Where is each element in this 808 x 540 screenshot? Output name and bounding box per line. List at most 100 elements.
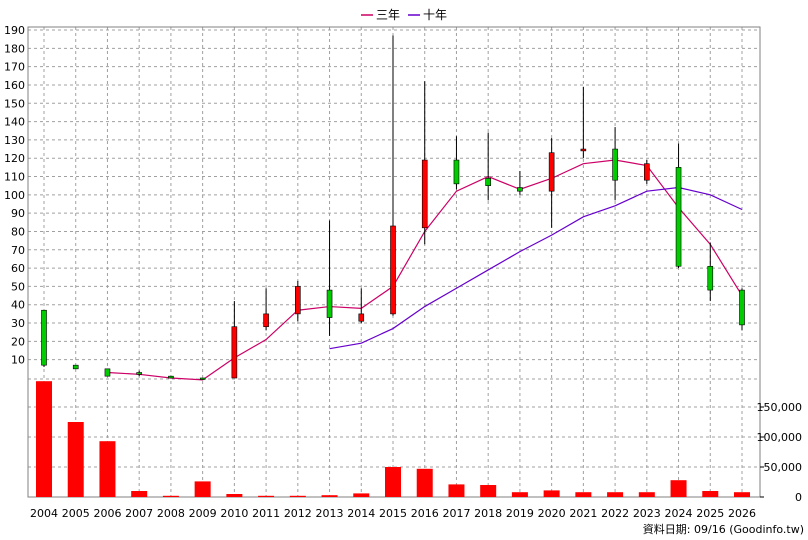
x-tick-label: 2012 (284, 507, 312, 520)
x-tick-label: 2021 (569, 507, 597, 520)
x-tick-label: 2010 (220, 507, 248, 520)
x-tick-label: 2004 (30, 507, 58, 520)
volume-bar (480, 485, 497, 497)
candle-body (612, 148, 618, 181)
price-tick-label: 40 (11, 299, 25, 312)
x-tick-label: 2017 (442, 507, 470, 520)
price-tick-label: 150 (4, 97, 25, 110)
x-tick-label: 2019 (506, 507, 534, 520)
candle-body (136, 372, 142, 375)
volume-bar (258, 495, 275, 497)
volume-bar (638, 492, 655, 497)
candle-body (580, 148, 587, 152)
series-line (329, 186, 743, 350)
candle-body (326, 289, 333, 318)
volume-bar (511, 492, 528, 497)
volume-bar (162, 495, 179, 497)
volume-bar (99, 441, 116, 497)
candle-body (231, 326, 238, 379)
candle-body (104, 368, 111, 377)
volume-bar (734, 492, 750, 497)
volume-tick-label: 0 (795, 491, 802, 504)
candle-body (453, 159, 460, 185)
x-tick-label: 2008 (157, 507, 185, 520)
candle-body (548, 152, 555, 192)
candle-body (199, 377, 206, 380)
volume-bar (607, 492, 624, 497)
candles (41, 35, 745, 380)
x-axis-ticks: 2004 2005 2006 2007 2008 2009 2010 2011 2012 2013… (30, 507, 756, 520)
volume-bar (543, 490, 560, 497)
x-tick-label: 2014 (347, 507, 375, 520)
volume-bar (575, 492, 592, 497)
x-tick-label: 2016 (411, 507, 439, 520)
volume-bar (670, 480, 687, 497)
volume-bar (702, 491, 719, 497)
candle-body (485, 178, 491, 186)
x-tick-label: 2022 (601, 507, 629, 520)
volume-bar (36, 381, 52, 497)
x-tick-label: 2007 (125, 507, 153, 520)
price-tick-label: 20 (11, 335, 25, 348)
price-tick-label: 110 (4, 171, 25, 184)
price-tick-label: 140 (4, 116, 25, 129)
candle-body (295, 286, 301, 315)
price-tick-label: 70 (11, 244, 25, 257)
volume-tick-label: 50,000 (764, 461, 803, 474)
volume-bar (448, 484, 465, 497)
volume-bars (36, 381, 750, 497)
candle-body (72, 364, 79, 370)
volume-bar (321, 495, 338, 497)
volume-bar (353, 493, 370, 497)
price-tick-label: 90 (11, 207, 25, 220)
candle-body (644, 163, 650, 181)
candle-body (390, 225, 396, 315)
volume-bar (226, 494, 243, 497)
candle-body (263, 313, 269, 328)
source-note: 資料日期: 09/16 (Goodinfo.tw) (643, 522, 804, 536)
volume-bar (131, 491, 148, 497)
x-tick-label: 2009 (189, 507, 217, 520)
x-tick-label: 2023 (633, 507, 661, 520)
x-tick-label: 2018 (474, 507, 502, 520)
x-tick-label: 2006 (93, 507, 121, 520)
price-tick-label: 120 (4, 152, 25, 165)
x-tick-label: 2015 (379, 507, 407, 520)
volume-bar (289, 495, 306, 497)
price-tick-label: 10 (11, 354, 25, 367)
legend: 三年 十年 (361, 8, 447, 22)
price-tick-label: 80 (11, 225, 25, 238)
candle-body (358, 313, 365, 322)
volume-bar (385, 467, 401, 497)
candle-body (168, 375, 174, 379)
volume-tick-label: 100,000 (757, 431, 803, 444)
candle-body (675, 167, 682, 267)
volume-bar (416, 468, 433, 497)
candle-body (739, 289, 745, 326)
legend-label-10yr: 十年 (423, 8, 447, 22)
volume-tick-label: 150,000 (757, 401, 803, 414)
price-tick-label: 170 (4, 61, 25, 74)
candle-body (707, 265, 714, 291)
price-tick-label: 50 (11, 280, 25, 293)
x-tick-label: 2026 (728, 507, 756, 520)
price-tick-label: 60 (11, 262, 25, 275)
price-axis-ticks: 10 20 30 40 50 60 70 80 90 100 110 120 130 140 150 160 1… (4, 24, 25, 367)
x-tick-label: 2020 (538, 507, 566, 520)
x-tick-label: 2005 (62, 507, 90, 520)
x-tick-label: 2024 (665, 507, 693, 520)
x-tick-label: 2011 (252, 507, 280, 520)
candle-body (517, 187, 523, 192)
price-tick-label: 160 (4, 79, 25, 92)
price-tick-label: 30 (11, 317, 25, 330)
candle-body (421, 159, 428, 229)
x-tick-label: 2025 (696, 507, 724, 520)
volume-axis-ticks: 0 50,000 100,000 150,000 (757, 401, 803, 504)
x-tick-label: 2013 (316, 507, 344, 520)
price-tick-label: 100 (4, 189, 25, 202)
legend-label-3yr: 三年 (376, 8, 400, 22)
candle-body (41, 309, 47, 366)
price-tick-label: 130 (4, 134, 25, 147)
volume-bar (194, 481, 211, 497)
